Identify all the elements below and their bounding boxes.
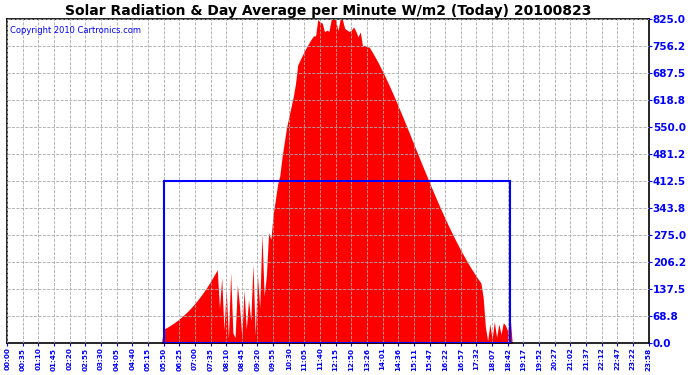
Text: Copyright 2010 Cartronics.com: Copyright 2010 Cartronics.com xyxy=(10,26,141,35)
Title: Solar Radiation & Day Average per Minute W/m2 (Today) 20100823: Solar Radiation & Day Average per Minute… xyxy=(65,4,591,18)
Bar xyxy=(164,182,510,344)
